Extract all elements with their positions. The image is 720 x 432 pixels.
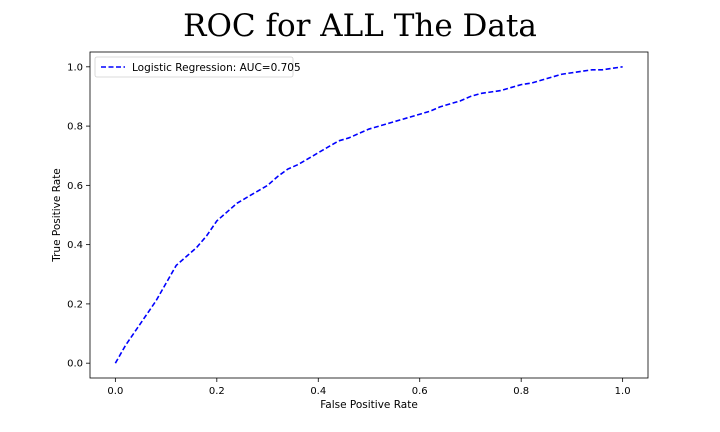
y-tick-label: 0.8	[67, 122, 83, 133]
plot-area	[89, 51, 649, 379]
x-tick-label: 0.2	[209, 386, 225, 397]
y-tick-label: 1.0	[67, 62, 83, 73]
x-tick-label: 1.0	[615, 386, 631, 397]
y-tick-label: 0.4	[67, 240, 83, 251]
y-tick-label: 0.2	[67, 299, 83, 310]
y-axis-label: True Positive Rate	[51, 168, 63, 263]
x-tick-label: 0.8	[513, 386, 529, 397]
chart-title: ROC for ALL The Data	[183, 8, 537, 44]
roc-curve-line	[114, 66, 623, 364]
x-tick-label: 0.6	[412, 386, 428, 397]
x-axis: 0.0 0.2 0.4 0.6 0.8 1.0	[107, 378, 631, 397]
legend: Logistic Regression: AUC=0.705	[94, 56, 301, 78]
y-tick-label: 0.6	[67, 181, 83, 192]
series-layer	[114, 66, 623, 364]
y-axis: 0.0 0.2 0.4 0.6 0.8 1.0	[67, 62, 90, 370]
y-tick-label: 0.0	[67, 359, 83, 370]
legend-label: Logistic Regression: AUC=0.705	[132, 62, 301, 74]
x-tick-label: 0.0	[107, 386, 123, 397]
x-tick-label: 0.4	[310, 386, 326, 397]
legend-box	[94, 56, 294, 78]
plot-frame	[89, 51, 649, 379]
x-axis-label: False Positive Rate	[320, 399, 418, 411]
